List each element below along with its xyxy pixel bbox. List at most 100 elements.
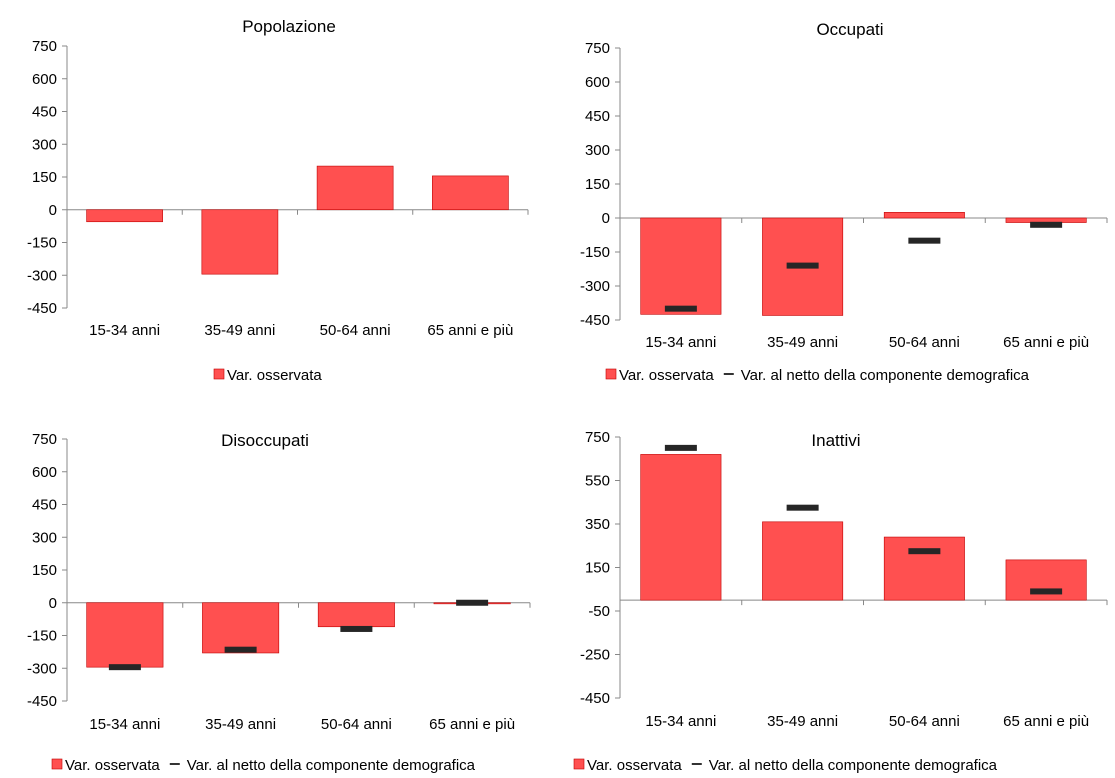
y-tick-label: -450 (580, 690, 610, 707)
legend-label-observed: Var. osservata (619, 367, 714, 384)
y-tick-label: -450 (27, 300, 57, 317)
net-marker (1030, 221, 1063, 228)
legend-swatch-observed (605, 368, 617, 380)
legend-label-net: Var. al netto della componente demografi… (741, 367, 1030, 384)
net-marker (908, 548, 941, 555)
y-tick-label: -150 (27, 235, 57, 252)
net-marker (224, 646, 257, 653)
bar (317, 602, 395, 628)
bar (640, 454, 722, 601)
y-tick-label: 600 (585, 74, 610, 91)
net-marker (108, 664, 141, 671)
legend-label-observed: Var. osservata (65, 757, 160, 774)
bar (883, 212, 965, 219)
legend-label-observed: Var. osservata (587, 757, 682, 774)
y-tick-label: 750 (585, 40, 610, 57)
y-tick-label: 150 (32, 562, 57, 579)
y-tick-label: -450 (580, 312, 610, 329)
y-tick-label: 0 (602, 210, 610, 227)
x-category-label: 35-49 anni (205, 716, 276, 733)
y-tick-label: 450 (585, 108, 610, 125)
bar (432, 175, 509, 211)
net-marker (786, 262, 819, 269)
legend-swatch-net (723, 373, 734, 375)
y-tick-label: -300 (27, 267, 57, 284)
bar (86, 209, 163, 223)
x-category-label: 50-64 anni (889, 334, 960, 351)
chart-panel-4: Inattivi 750 550 350 150 -50 -250 -450 15-34 ann… (573, 429, 1108, 774)
bar (640, 217, 722, 315)
y-tick-label: 150 (32, 169, 57, 186)
y-tick-label: 600 (32, 464, 57, 481)
legend-label-net: Var. al netto della componente demografi… (709, 757, 998, 774)
chart-panel-1: Popolazione 750 600 450 300 150 0 -150 -300 -450 1… (27, 17, 529, 384)
net-marker (786, 504, 819, 511)
x-category-label: 35-49 anni (767, 334, 838, 351)
net-marker (340, 625, 373, 632)
legend-label-observed: Var. osservata (227, 367, 322, 384)
chart-title: Popolazione (242, 17, 336, 36)
y-tick-label: 350 (585, 516, 610, 533)
y-tick-label: -300 (580, 278, 610, 295)
bar (762, 521, 844, 601)
x-category-label: 65 anni e più (1003, 334, 1089, 351)
legend: Var. osservata Var. al netto della compon… (573, 757, 998, 774)
bar (86, 602, 164, 668)
bar (202, 602, 280, 654)
bar (316, 165, 394, 211)
y-tick-label: 150 (585, 560, 610, 577)
legend-swatch-net (691, 763, 702, 765)
x-category-label: 35-49 anni (204, 322, 275, 339)
x-category-label: 50-64 anni (889, 713, 960, 730)
x-category-label: 50-64 anni (320, 322, 391, 339)
y-tick-label: 750 (585, 429, 610, 446)
x-category-label: 50-64 anni (321, 716, 392, 733)
y-tick-label: 600 (32, 71, 57, 88)
legend-swatch-observed (51, 758, 63, 770)
legend-swatch-observed (573, 758, 585, 770)
y-tick-label: -50 (588, 603, 610, 620)
x-category-label: 35-49 anni (767, 713, 838, 730)
y-tick-label: 300 (32, 136, 57, 153)
chart-panel-2: Occupati 750 600 450 300 150 0 -150 -300 -450 15-3… (580, 20, 1108, 384)
chart-title: Inattivi (811, 431, 860, 450)
net-marker (456, 599, 489, 606)
y-tick-label: 750 (32, 431, 57, 448)
y-tick-label: 300 (585, 142, 610, 159)
bar (883, 536, 965, 601)
x-category-label: 15-34 anni (645, 713, 716, 730)
net-marker (664, 444, 697, 451)
x-category-label: 15-34 anni (89, 322, 160, 339)
x-category-label: 65 anni e più (1003, 713, 1089, 730)
y-tick-label: -150 (580, 244, 610, 261)
chart-title: Occupati (816, 20, 883, 39)
y-tick-label: 300 (32, 529, 57, 546)
legend-swatch-net (169, 763, 180, 765)
legend: Var. osservata Var. al netto della compon… (51, 757, 476, 774)
net-marker (908, 237, 941, 244)
y-tick-label: 450 (32, 104, 57, 121)
legend: Var. osservata Var. al netto della compon… (605, 367, 1030, 384)
legend-swatch-observed (213, 368, 225, 380)
y-tick-label: 0 (49, 595, 57, 612)
y-tick-label: 550 (585, 473, 610, 490)
x-category-label: 65 anni e più (429, 716, 515, 733)
y-tick-label: -300 (27, 660, 57, 677)
bar (201, 209, 279, 275)
legend: Var. osservata (213, 367, 322, 384)
x-category-label: 15-34 anni (89, 716, 160, 733)
x-category-label: 65 anni e più (427, 322, 513, 339)
y-tick-label: -150 (27, 628, 57, 645)
y-tick-label: -450 (27, 693, 57, 710)
chart-title: Disoccupati (221, 431, 309, 450)
y-tick-label: 0 (49, 202, 57, 219)
net-marker (1030, 588, 1063, 595)
x-category-label: 15-34 anni (645, 334, 716, 351)
y-tick-label: -250 (580, 647, 610, 664)
chart-panel-3: Disoccupati 750 600 450 300 150 0 -150 -300 -450 1… (27, 431, 531, 774)
y-tick-label: 450 (32, 497, 57, 514)
y-tick-label: 150 (585, 176, 610, 193)
y-tick-label: 750 (32, 38, 57, 55)
legend-label-net: Var. al netto della componente demografi… (187, 757, 476, 774)
